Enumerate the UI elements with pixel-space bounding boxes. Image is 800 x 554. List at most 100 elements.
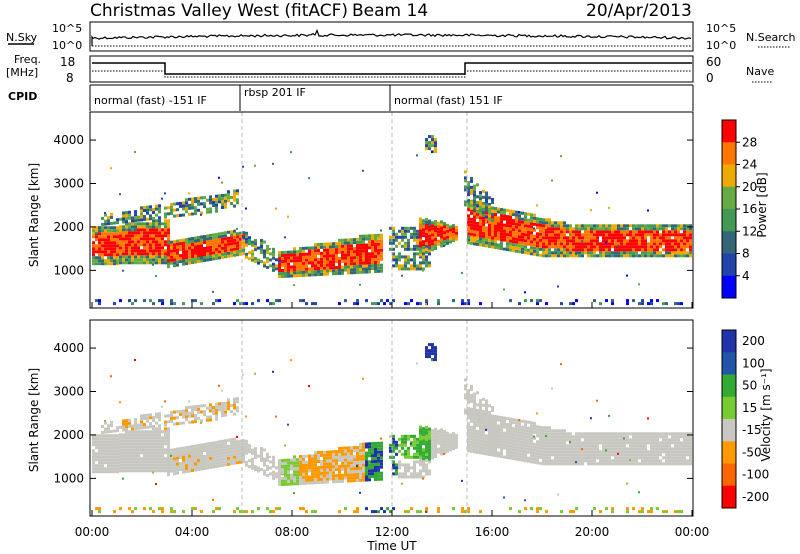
velocity-cell	[575, 438, 578, 442]
velocity-cell	[317, 478, 320, 481]
power-cell	[224, 196, 227, 200]
power-cell	[638, 224, 641, 228]
velocity-cell	[128, 424, 131, 428]
velocity-cell	[209, 447, 212, 451]
power-cell	[674, 254, 677, 258]
velocity-cell	[227, 438, 230, 442]
power-cell	[506, 221, 509, 225]
velocity-cell	[635, 441, 638, 445]
power-cell	[302, 249, 305, 253]
power-cell	[182, 262, 185, 266]
velocity-cell	[629, 438, 632, 442]
velocity-cell	[350, 476, 353, 480]
velocity-cell	[224, 439, 227, 443]
velocity-cell	[419, 452, 422, 456]
power-cell	[335, 254, 338, 258]
power-cell	[149, 234, 152, 238]
power-cell	[656, 299, 659, 303]
power-cell	[377, 239, 380, 243]
power-cell	[356, 268, 359, 271]
power-cell	[602, 236, 605, 240]
velocity-cell	[176, 462, 179, 466]
power-cell	[110, 229, 113, 233]
velocity-cell	[467, 443, 470, 447]
power-cell	[95, 244, 98, 248]
velocity-cell	[176, 465, 179, 469]
power-cell	[560, 245, 563, 249]
power-cell	[632, 248, 635, 252]
velocity-cell	[467, 416, 470, 420]
power-cell	[641, 248, 644, 252]
power-cell	[368, 261, 371, 265]
power-cell	[521, 223, 524, 227]
velocity-cell	[632, 435, 635, 439]
power-cell	[659, 227, 662, 231]
power-cell	[473, 205, 476, 209]
power-cell	[488, 209, 491, 212]
power-cell	[98, 302, 101, 306]
power-cell	[416, 229, 419, 233]
power-cell	[455, 231, 458, 235]
power-cell	[248, 257, 251, 261]
velocity-cell	[104, 427, 107, 431]
power-cell	[464, 200, 467, 204]
velocity-cell	[197, 407, 200, 411]
power-cell	[476, 239, 479, 243]
power-noise	[218, 176, 220, 179]
velocity-cell	[209, 462, 212, 466]
power-cell	[212, 236, 215, 240]
velocity-cell	[389, 455, 392, 459]
power-cell	[482, 243, 485, 247]
power-cell	[479, 243, 482, 247]
velocity-cell	[188, 457, 191, 461]
velocity-cell	[98, 455, 101, 459]
velocity-cell	[353, 473, 356, 477]
power-cell	[689, 242, 692, 246]
colorbar-tick-label: 16	[742, 202, 757, 216]
power-cell	[686, 230, 689, 234]
velocity-cell	[641, 507, 644, 511]
power-cell	[314, 261, 317, 265]
velocity-cell	[491, 438, 494, 442]
velocity-cell	[530, 436, 533, 440]
power-cell	[206, 258, 209, 262]
power-cell	[335, 248, 338, 252]
power-cell	[323, 242, 326, 246]
power-cell	[137, 243, 140, 247]
velocity-cell	[641, 447, 644, 451]
power-cell	[500, 232, 503, 236]
velocity-cell	[404, 455, 407, 459]
power-cell	[161, 240, 164, 244]
velocity-cell	[227, 456, 230, 460]
power-cell	[668, 224, 671, 228]
velocity-cell	[452, 447, 455, 451]
power-cell	[419, 223, 422, 227]
power-cell	[227, 190, 230, 194]
power-cell	[584, 248, 587, 252]
velocity-cell	[596, 438, 599, 442]
power-cell	[395, 261, 398, 265]
power-cell	[491, 239, 494, 243]
power-cell	[116, 247, 119, 251]
power-cell	[479, 191, 482, 195]
power-cell	[182, 201, 185, 205]
velocity-cell	[620, 438, 623, 442]
velocity-cell	[578, 456, 581, 460]
velocity-cell	[140, 463, 143, 467]
velocity-cell	[530, 445, 533, 449]
power-cell	[614, 224, 617, 228]
power-cell	[392, 241, 395, 245]
velocity-cell	[584, 447, 587, 451]
velocity-cell	[149, 457, 152, 461]
velocity-cell	[161, 460, 164, 464]
power-cell	[92, 262, 95, 266]
velocity-cell	[548, 432, 551, 436]
power-cell	[134, 246, 137, 250]
power-cell	[623, 227, 626, 231]
velocity-cell	[611, 444, 614, 448]
velocity-cell	[623, 432, 626, 436]
power-cell	[512, 210, 515, 214]
power-cell	[668, 245, 671, 249]
velocity-cell	[494, 418, 497, 421]
power-cell	[311, 270, 314, 274]
